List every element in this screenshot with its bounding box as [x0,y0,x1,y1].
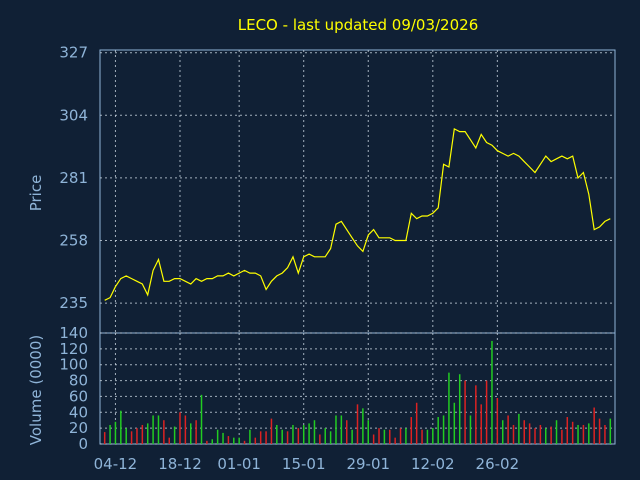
price-tick-label: 235 [59,294,88,312]
date-tick-label: 18-12 [158,455,202,473]
price-tick-label: 281 [59,169,88,187]
volume-tick-label: 40 [69,403,88,421]
date-tick-label: 12-02 [411,455,455,473]
price-axis-label: Price [27,175,45,212]
price-frame [99,49,616,334]
date-tick-label: 01-01 [217,455,261,473]
price-tick-label: 304 [59,106,88,124]
volume-tick-label: 0 [78,435,88,453]
date-tick-label: 26-02 [476,455,520,473]
volume-tick-label: 60 [69,387,88,405]
date-axis: 04-12 18-12 01-01 15-01 29-01 12-02 26-02 [94,455,519,473]
date-tick-label: 04-12 [94,455,138,473]
volume-tick-label: 20 [69,419,88,437]
chart-title: LECO - last updated 09/03/2026 [238,16,478,34]
volume-tick-label: 120 [59,340,88,358]
price-panel: 327 304 281 258 235 [59,44,616,334]
price-line [104,127,611,301]
volume-axis-label: Volume (0000) [27,335,45,445]
price-tick-label: 327 [59,44,88,62]
volume-tick-label: 80 [69,372,88,390]
price-tick-label: 258 [59,231,88,249]
date-tick-label: 29-01 [346,455,390,473]
date-tick-label: 15-01 [282,455,326,473]
volume-tick-label: 100 [59,356,88,374]
volume-tick-label: 140 [59,324,88,342]
